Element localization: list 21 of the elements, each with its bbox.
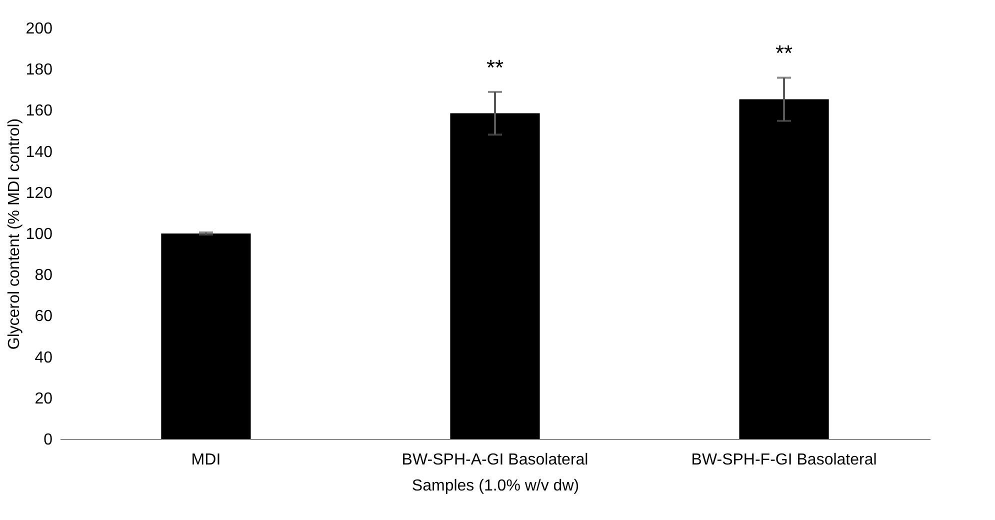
x-tick-label: BW-SPH-A-GI Basolateral (402, 452, 588, 468)
x-tick-label: BW-SPH-F-GI Basolateral (691, 452, 877, 468)
annotation: ** (486, 54, 504, 80)
x-axis-title: Samples (1.0% w/v dw) (412, 478, 580, 494)
x-tick-label: MDI (191, 452, 221, 468)
y-tick-label: 0 (44, 432, 53, 448)
y-tick-label: 120 (26, 184, 53, 202)
y-tick-label: 100 (26, 226, 53, 243)
y-tick-label: 40 (34, 349, 53, 366)
y-tick-label: 80 (34, 267, 53, 284)
y-tick-label: 160 (26, 102, 53, 120)
annotation: ** (775, 40, 794, 66)
y-tick-label: 60 (34, 308, 53, 326)
bar (739, 99, 829, 439)
bar (161, 234, 251, 439)
bar (450, 113, 540, 439)
y-axis-title: Glycerol content (% MDI control) (6, 118, 23, 350)
y-tick-label: 140 (26, 144, 53, 161)
y-tick-label: 200 (26, 20, 53, 38)
y-tick-label: 20 (34, 390, 53, 408)
y-tick-label: 180 (26, 62, 53, 79)
